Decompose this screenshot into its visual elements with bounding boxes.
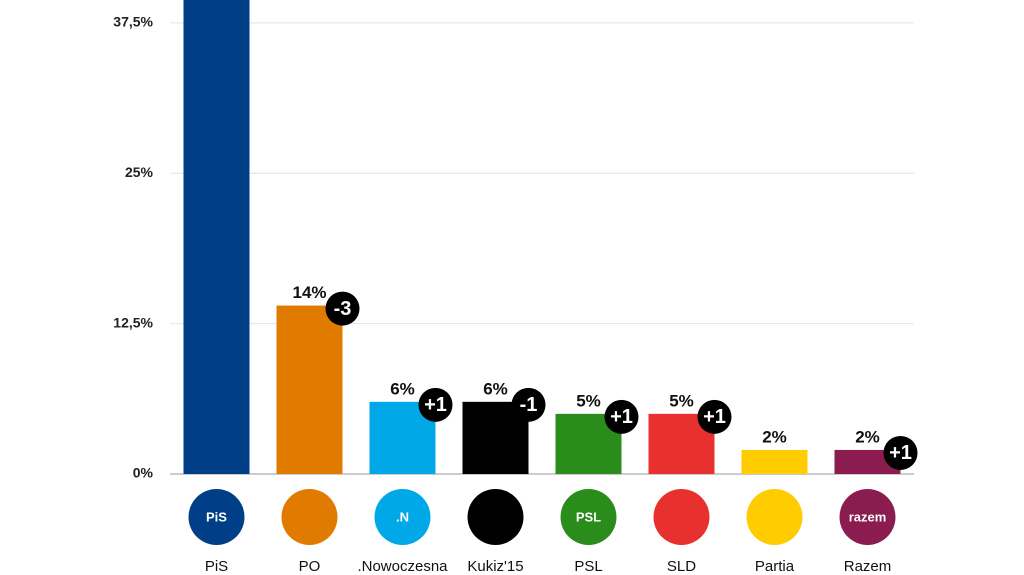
bar: [276, 305, 343, 474]
party-logo: [281, 489, 338, 545]
x-tick-label: Partia: [755, 558, 795, 575]
party-logo: [374, 489, 431, 545]
change-label: +1: [889, 442, 912, 464]
logo-text: .N: [396, 509, 409, 524]
change-label: -1: [520, 394, 538, 416]
value-label: 5%: [576, 391, 601, 410]
party-logo: [653, 489, 710, 545]
value-label: 6%: [390, 379, 415, 398]
change-badge: [883, 435, 918, 470]
change-label: -3: [334, 298, 352, 320]
x-tick-label: PSL: [574, 558, 602, 575]
party-logo: [746, 489, 803, 545]
y-tick-label: 0%: [133, 465, 154, 481]
bar: [741, 449, 808, 474]
x-tick-label: .Nowoczesna: [357, 558, 448, 575]
change-badge: [697, 399, 732, 434]
x-tick-label: SLD: [667, 558, 696, 575]
x-tick-label: Kukiz'15: [467, 558, 523, 575]
party-logo: [560, 489, 617, 545]
logo-text: PiS: [206, 509, 227, 524]
change-label: +1: [703, 406, 726, 428]
x-tick-label: PO: [299, 558, 321, 575]
change-badge: [418, 387, 453, 422]
party-logo: [467, 489, 524, 545]
value-label: 6%: [483, 379, 508, 398]
party-logo: [188, 489, 245, 545]
change-badge: [604, 399, 639, 434]
x-tick-label: PiS: [205, 558, 228, 575]
value-label: 2%: [762, 427, 787, 446]
logo-text: razem: [849, 509, 887, 524]
party-logo: [839, 489, 896, 545]
change-label: +1: [610, 406, 633, 428]
value-label: 2%: [855, 427, 880, 446]
x-tick-label: Razem: [844, 558, 892, 575]
change-badge: [511, 387, 546, 422]
value-label: 14%: [292, 283, 326, 302]
y-tick-label: 12,5%: [113, 314, 153, 330]
change-label: +1: [424, 394, 447, 416]
change-badge: [325, 291, 360, 326]
logo-text: PSL: [576, 509, 601, 524]
bar: [183, 0, 250, 474]
y-tick-label: 37,5%: [113, 14, 153, 30]
y-tick-label: 25%: [125, 164, 154, 180]
value-label: 5%: [669, 391, 694, 410]
